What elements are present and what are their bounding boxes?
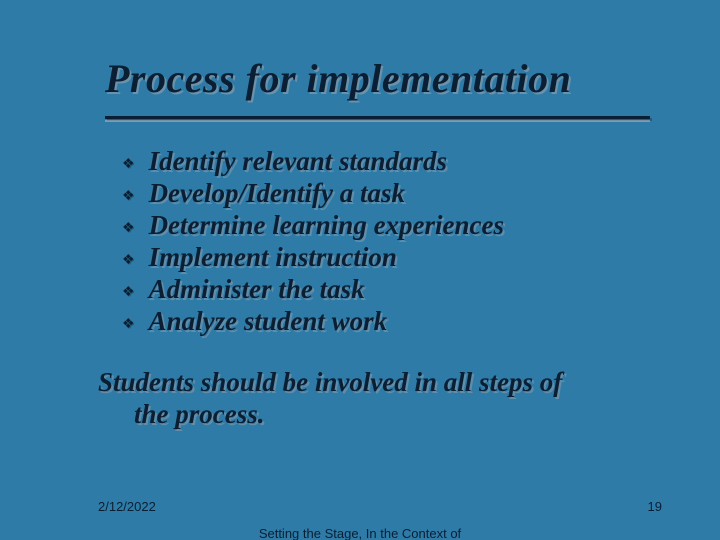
list-item: ❖ Identify relevant standards	[122, 146, 720, 177]
bullet-text: Administer the task	[149, 274, 365, 305]
diamond-bullet-icon: ❖	[122, 254, 135, 268]
conclusion-line1: Students should be involved in all steps…	[98, 367, 562, 397]
footer-caption: Setting the Stage, In the Context of Mat…	[230, 526, 490, 540]
conclusion-line2: the process.	[98, 398, 660, 430]
bullet-list: ❖ Identify relevant standards ❖ Develop/…	[0, 122, 720, 337]
list-item: ❖ Administer the task	[122, 274, 720, 305]
footer-date: 2/12/2022	[98, 499, 156, 514]
bullet-text: Develop/Identify a task	[149, 178, 405, 209]
bullet-text: Analyze student work	[149, 306, 388, 337]
slide: Process for implementation ❖ Identify re…	[0, 0, 720, 540]
conclusion-text: Students should be involved in all steps…	[0, 338, 720, 431]
diamond-bullet-icon: ❖	[122, 286, 135, 300]
bullet-text: Identify relevant standards	[149, 146, 448, 177]
list-item: ❖ Determine learning experiences	[122, 210, 720, 241]
list-item: ❖ Implement instruction	[122, 242, 720, 273]
title-underline	[105, 116, 650, 119]
diamond-bullet-icon: ❖	[122, 318, 135, 332]
diamond-bullet-icon: ❖	[122, 158, 135, 172]
footer-page-number: 19	[648, 499, 662, 514]
title-block: Process for implementation	[0, 0, 720, 122]
slide-title: Process for implementation	[105, 55, 720, 102]
bullet-text: Determine learning experiences	[149, 210, 504, 241]
diamond-bullet-icon: ❖	[122, 190, 135, 204]
bullet-text: Implement instruction	[149, 242, 397, 273]
list-item: ❖ Analyze student work	[122, 306, 720, 337]
list-item: ❖ Develop/Identify a task	[122, 178, 720, 209]
diamond-bullet-icon: ❖	[122, 222, 135, 236]
